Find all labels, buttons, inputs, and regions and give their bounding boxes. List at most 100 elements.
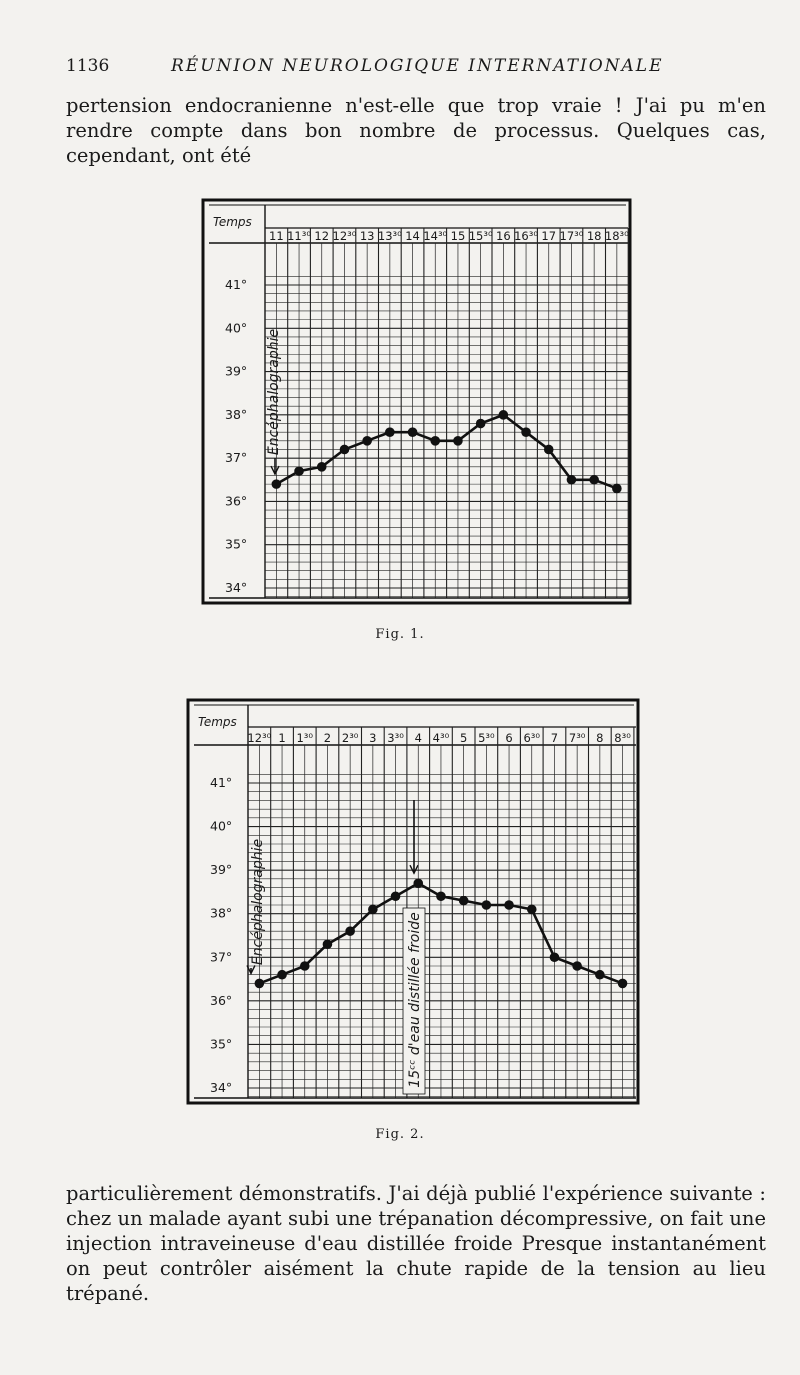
running-head: 1136 RÉUNION NEUROLOGIQUE INTERNATIONALE [66,56,756,82]
temperature-point [549,952,560,963]
annotation-injection: 15ᶜᶜ d'eau distillée froide [407,912,423,1087]
annotation-arrowhead [270,465,280,476]
x-tick-label: 6 [505,731,512,745]
temperature-point [521,427,531,437]
figure-1-caption: Fig. 1. [375,627,425,642]
x-tick-label: 6³⁰ [523,731,540,745]
x-tick-label: 11 [269,229,284,243]
temperature-point [475,418,486,429]
injection-arrowhead [409,864,419,875]
x-tick-label: 13³⁰ [378,229,402,243]
temperature-point [504,900,514,910]
annotation-encephalographie: Encéphalographie [266,329,282,455]
y-tick-label: 39° [225,364,247,379]
y-tick-label: 35° [225,537,247,552]
paragraph-bottom: particulièrement démonstratifs. J'ai déj… [66,1182,766,1305]
temperature-point [407,427,418,437]
y-tick-label: 36° [210,993,232,1008]
temperature-point [345,926,355,936]
x-tick-label: 12 [314,229,329,243]
annotation-encephalographie: Encéphalographie [250,839,266,965]
x-tick-label: 15³⁰ [469,229,493,243]
y-tick-label: 41° [210,775,232,790]
temperature-point [436,891,446,902]
x-tick-label: 4 [415,731,422,745]
temperature-series-line [275,413,618,490]
x-tick-label: 3 [369,731,376,745]
temperature-point [385,427,395,437]
x-tick-label: 17³⁰ [560,229,584,243]
temperature-point [612,483,622,494]
temperature-point [254,978,265,989]
annotation-arrowhead [246,965,256,975]
temperature-point [481,900,492,910]
temperature-point [572,961,582,971]
temperature-point [277,969,287,980]
y-tick-label: 40° [225,320,247,335]
x-tick-label: 2³⁰ [342,731,359,745]
temperature-point [271,479,282,489]
temperature-point [316,462,327,472]
y-tick-label: 34° [225,580,247,595]
x-tick-label: 7³⁰ [569,731,586,745]
y-tick-label: 34° [210,1080,232,1095]
x-tick-label: 4³⁰ [433,731,450,745]
x-tick-label: 12³⁰ [333,229,357,243]
temperature-point [526,904,537,915]
y-tick-label: 38° [210,906,232,921]
y-tick-label: 40° [210,819,232,834]
x-tick-label: 18³⁰ [605,229,629,243]
x-tick-label: 8 [596,731,603,745]
x-tick-label: 15 [451,229,466,243]
temperature-point [566,474,577,485]
y-tick-label: 38° [225,407,247,422]
x-tick-label: 16 [496,229,511,243]
chart-frame [201,198,632,605]
figure-2-caption: Fig. 2. [375,1127,425,1142]
x-tick-label: 1 [278,731,285,745]
x-tick-label: 12³⁰ [247,731,271,745]
y-tick-label: 36° [225,493,247,508]
y-tick-label: 37° [210,949,232,964]
x-tick-label: 5³⁰ [478,731,495,745]
x-tick-label: 11³⁰ [287,229,311,243]
temperature-point [368,904,378,915]
x-tick-label: 18 [587,229,602,243]
temperature-point [498,410,509,420]
x-tick-label: 1³⁰ [296,731,313,745]
temperature-point [589,474,599,485]
page-number: 1136 [66,56,110,76]
temps-label: Temps [213,215,252,229]
temperature-point [299,961,310,971]
temps-label: Temps [198,715,237,729]
x-tick-label: 14 [405,229,420,243]
temperature-point [543,444,554,455]
temperature-point [390,891,401,902]
y-tick-label: 37° [225,450,247,465]
temperature-point [453,436,463,446]
temperature-point [339,444,350,455]
x-tick-label: 13 [360,229,375,243]
temperature-point [362,436,372,446]
chart-frame [186,698,640,1105]
x-tick-label: 14³⁰ [423,229,447,243]
x-tick-label: 7 [551,731,558,745]
x-tick-label: 5 [460,731,467,745]
x-tick-label: 3³⁰ [387,731,404,745]
x-tick-label: 2 [324,731,331,745]
temperature-point [458,895,469,906]
temperature-point [322,939,333,950]
temperature-point [617,978,628,989]
x-tick-label: 17 [541,229,556,243]
x-tick-label: 8³⁰ [614,731,631,745]
y-tick-label: 39° [210,862,232,877]
y-tick-label: 41° [225,277,247,292]
temperature-point [413,878,424,889]
temperature-point [595,969,605,980]
running-title: RÉUNION NEUROLOGIQUE INTERNATIONALE [171,56,664,76]
temperature-point [294,466,304,476]
paragraph-top: pertension endocranienne n'est-elle que … [66,94,766,167]
y-tick-label: 35° [210,1036,232,1051]
